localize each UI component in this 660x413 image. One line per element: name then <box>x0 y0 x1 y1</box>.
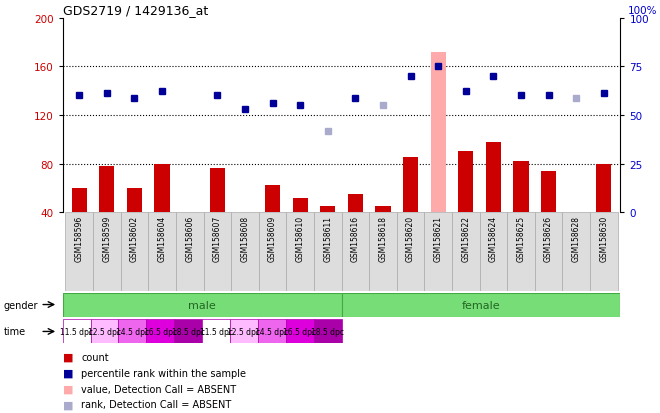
Text: GSM158607: GSM158607 <box>213 215 222 261</box>
Text: GSM158611: GSM158611 <box>323 215 332 261</box>
Text: GSM158596: GSM158596 <box>75 215 84 261</box>
Bar <box>452 213 480 291</box>
Bar <box>314 320 342 344</box>
Bar <box>513 162 529 213</box>
Text: 16.5 dpc: 16.5 dpc <box>144 327 177 336</box>
Bar <box>63 320 90 344</box>
Bar <box>376 206 391 213</box>
Text: male: male <box>188 300 216 310</box>
Bar <box>369 213 397 291</box>
Bar <box>258 320 286 344</box>
Text: gender: gender <box>3 300 38 310</box>
Text: GSM158606: GSM158606 <box>185 215 194 261</box>
Text: GSM158610: GSM158610 <box>296 215 305 261</box>
Bar <box>99 166 114 213</box>
Bar <box>403 158 418 213</box>
Text: GSM158609: GSM158609 <box>268 215 277 261</box>
Bar <box>148 213 176 291</box>
Text: percentile rank within the sample: percentile rank within the sample <box>81 368 246 378</box>
Text: 18.5 dpc: 18.5 dpc <box>172 327 205 336</box>
Bar <box>121 213 148 291</box>
Bar <box>314 213 342 291</box>
Bar <box>292 198 308 213</box>
Bar <box>342 213 369 291</box>
Bar <box>174 320 202 344</box>
Text: GSM158628: GSM158628 <box>572 215 581 261</box>
Text: time: time <box>3 327 26 337</box>
Bar <box>63 293 342 317</box>
Text: GSM158626: GSM158626 <box>544 215 553 261</box>
Text: rank, Detection Call = ABSENT: rank, Detection Call = ABSENT <box>81 399 232 409</box>
Text: GDS2719 / 1429136_at: GDS2719 / 1429136_at <box>63 5 208 17</box>
Bar <box>596 164 611 213</box>
Bar <box>231 213 259 291</box>
Text: ■: ■ <box>63 352 73 362</box>
Bar <box>230 320 258 344</box>
Bar <box>202 320 230 344</box>
Bar <box>541 171 556 213</box>
Bar <box>320 206 335 213</box>
Bar <box>458 152 473 213</box>
Text: 14.5 dpc: 14.5 dpc <box>116 327 149 336</box>
Bar <box>348 195 363 213</box>
Text: GSM158625: GSM158625 <box>517 215 525 261</box>
Bar <box>286 213 314 291</box>
Text: 100%: 100% <box>628 6 657 16</box>
Bar <box>176 213 203 291</box>
Bar <box>286 320 313 344</box>
Text: GSM158618: GSM158618 <box>378 215 387 261</box>
Bar <box>424 213 452 291</box>
Bar <box>203 213 231 291</box>
Bar <box>210 169 225 213</box>
Bar <box>590 213 618 291</box>
Bar <box>182 213 197 255</box>
Bar <box>507 213 535 291</box>
Bar <box>147 320 174 344</box>
Bar <box>342 293 620 317</box>
Text: GSM158616: GSM158616 <box>351 215 360 261</box>
Bar <box>265 186 280 213</box>
Bar <box>430 52 446 213</box>
Text: GSM158622: GSM158622 <box>461 215 471 261</box>
Text: ■: ■ <box>63 384 73 394</box>
Text: 11.5 dpc: 11.5 dpc <box>199 327 232 336</box>
Text: ■: ■ <box>63 399 73 409</box>
Bar <box>480 213 507 291</box>
Text: count: count <box>81 352 109 362</box>
Text: female: female <box>461 300 500 310</box>
Text: GSM158608: GSM158608 <box>240 215 249 261</box>
Bar <box>154 164 170 213</box>
Text: ■: ■ <box>63 368 73 378</box>
Text: 16.5 dpc: 16.5 dpc <box>283 327 316 336</box>
Bar <box>127 188 142 213</box>
Bar <box>397 213 424 291</box>
Bar <box>93 213 121 291</box>
Text: GSM158630: GSM158630 <box>599 215 609 261</box>
Text: GSM158602: GSM158602 <box>130 215 139 261</box>
Bar <box>486 142 501 213</box>
Text: 11.5 dpc: 11.5 dpc <box>60 327 93 336</box>
Text: value, Detection Call = ABSENT: value, Detection Call = ABSENT <box>81 384 236 394</box>
Text: GSM158599: GSM158599 <box>102 215 112 261</box>
Text: GSM158604: GSM158604 <box>158 215 166 261</box>
Bar <box>119 320 147 344</box>
Bar <box>65 213 93 291</box>
Text: GSM158621: GSM158621 <box>434 215 443 261</box>
Text: 12.5 dpc: 12.5 dpc <box>228 327 261 336</box>
Bar <box>72 188 87 213</box>
Bar <box>90 320 119 344</box>
Bar <box>535 213 562 291</box>
Bar <box>562 213 590 291</box>
Text: GSM158624: GSM158624 <box>489 215 498 261</box>
Bar <box>259 213 286 291</box>
Text: 12.5 dpc: 12.5 dpc <box>88 327 121 336</box>
Text: 14.5 dpc: 14.5 dpc <box>255 327 288 336</box>
Text: 18.5 dpc: 18.5 dpc <box>311 327 344 336</box>
Text: GSM158620: GSM158620 <box>406 215 415 261</box>
